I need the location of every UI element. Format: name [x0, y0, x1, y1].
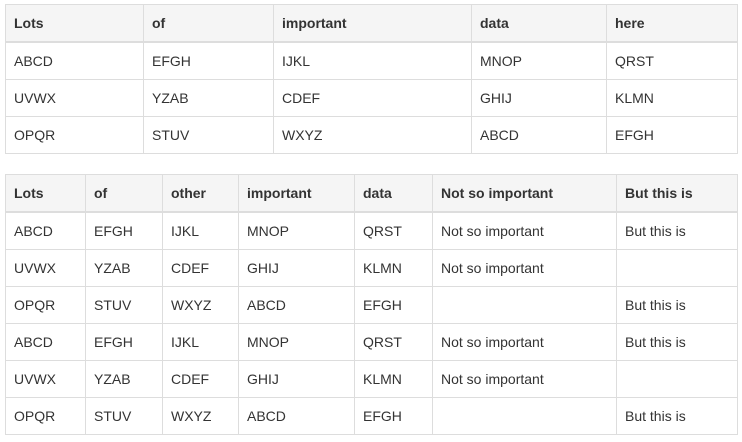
table-cell: GHIJ: [238, 249, 355, 287]
column-header: data: [354, 174, 433, 213]
table-cell: But this is: [616, 397, 738, 435]
table-row: OPQR STUV WXYZ ABCD EFGH But this is: [5, 286, 738, 324]
table-cell: OPQR: [5, 286, 86, 324]
table-cell: OPQR: [5, 397, 86, 435]
table-cell: But this is: [616, 211, 738, 250]
table-cell: MNOP: [471, 41, 607, 80]
table-cell: MNOP: [238, 211, 355, 250]
table-cell: YZAB: [85, 249, 163, 287]
table-cell: EFGH: [354, 286, 433, 324]
table-cell: KLMN: [606, 79, 738, 117]
table-cell: MNOP: [238, 323, 355, 361]
table-cell: ABCD: [238, 286, 355, 324]
table-row: UVWX YZAB CDEF GHIJ KLMN Not so importan…: [5, 360, 738, 398]
table-cell: EFGH: [85, 211, 163, 250]
table-cell: IJKL: [273, 41, 472, 80]
table-row: ABCD EFGH IJKL MNOP QRST Not so importan…: [5, 323, 738, 361]
table-cell: EFGH: [354, 397, 433, 435]
table-row: ABCD EFGH IJKL MNOP QRST Not so importan…: [5, 211, 738, 250]
table-cell: Not so important: [432, 249, 617, 287]
column-header: Lots: [5, 4, 144, 43]
table-cell: KLMN: [354, 249, 433, 287]
table-cell: OPQR: [5, 116, 144, 154]
table-row: UVWX YZAB CDEF GHIJ KLMN Not so importan…: [5, 249, 738, 287]
table-cell: STUV: [143, 116, 274, 154]
table-cell: WXYZ: [162, 286, 239, 324]
table-cell: UVWX: [5, 79, 144, 117]
table-cell: QRST: [606, 41, 738, 80]
table-cell: GHIJ: [471, 79, 607, 117]
table-cell: Not so important: [432, 211, 617, 250]
table-cell: Not so important: [432, 360, 617, 398]
table-cell: CDEF: [162, 249, 239, 287]
column-header: Not so important: [432, 174, 617, 213]
table-cell: [432, 397, 617, 435]
column-header: important: [273, 4, 472, 43]
column-header: other: [162, 174, 239, 213]
table-cell: QRST: [354, 211, 433, 250]
data-table-2: Lots of other important data Not so impo…: [5, 174, 738, 435]
table-cell: [616, 249, 738, 287]
table-cell: UVWX: [5, 360, 86, 398]
table-cell: ABCD: [238, 397, 355, 435]
table-cell: CDEF: [273, 79, 472, 117]
table-cell: [616, 360, 738, 398]
table-cell: WXYZ: [162, 397, 239, 435]
data-table-1: Lots of important data here ABCD EFGH IJ…: [5, 4, 738, 154]
column-header: important: [238, 174, 355, 213]
column-header: of: [85, 174, 163, 213]
table-cell: YZAB: [143, 79, 274, 117]
table-cell: WXYZ: [273, 116, 472, 154]
table-cell: YZAB: [85, 360, 163, 398]
column-header: of: [143, 4, 274, 43]
column-header: Lots: [5, 174, 86, 213]
table-cell: But this is: [616, 323, 738, 361]
table-cell: EFGH: [143, 41, 274, 80]
table-row: ABCD EFGH IJKL MNOP QRST: [5, 41, 738, 80]
table-cell: QRST: [354, 323, 433, 361]
table-cell: ABCD: [471, 116, 607, 154]
table-cell: ABCD: [5, 323, 86, 361]
table-header-row: Lots of important data here: [5, 4, 738, 43]
table-row: UVWX YZAB CDEF GHIJ KLMN: [5, 79, 738, 117]
table-cell: EFGH: [606, 116, 738, 154]
table-cell: IJKL: [162, 323, 239, 361]
table-cell: ABCD: [5, 41, 144, 80]
table-cell: IJKL: [162, 211, 239, 250]
table-cell: KLMN: [354, 360, 433, 398]
table-cell: STUV: [85, 397, 163, 435]
table-cell: [432, 286, 617, 324]
table-cell: CDEF: [162, 360, 239, 398]
column-header: data: [471, 4, 607, 43]
column-header: But this is: [616, 174, 738, 213]
table-cell: Not so important: [432, 323, 617, 361]
table-cell: ABCD: [5, 211, 86, 250]
table-cell: UVWX: [5, 249, 86, 287]
table-cell: STUV: [85, 286, 163, 324]
table-header-row: Lots of other important data Not so impo…: [5, 174, 738, 213]
table-cell: EFGH: [85, 323, 163, 361]
table-row: OPQR STUV WXYZ ABCD EFGH: [5, 116, 738, 154]
table-cell: GHIJ: [238, 360, 355, 398]
table-row: OPQR STUV WXYZ ABCD EFGH But this is: [5, 397, 738, 435]
column-header: here: [606, 4, 738, 43]
table-cell: But this is: [616, 286, 738, 324]
